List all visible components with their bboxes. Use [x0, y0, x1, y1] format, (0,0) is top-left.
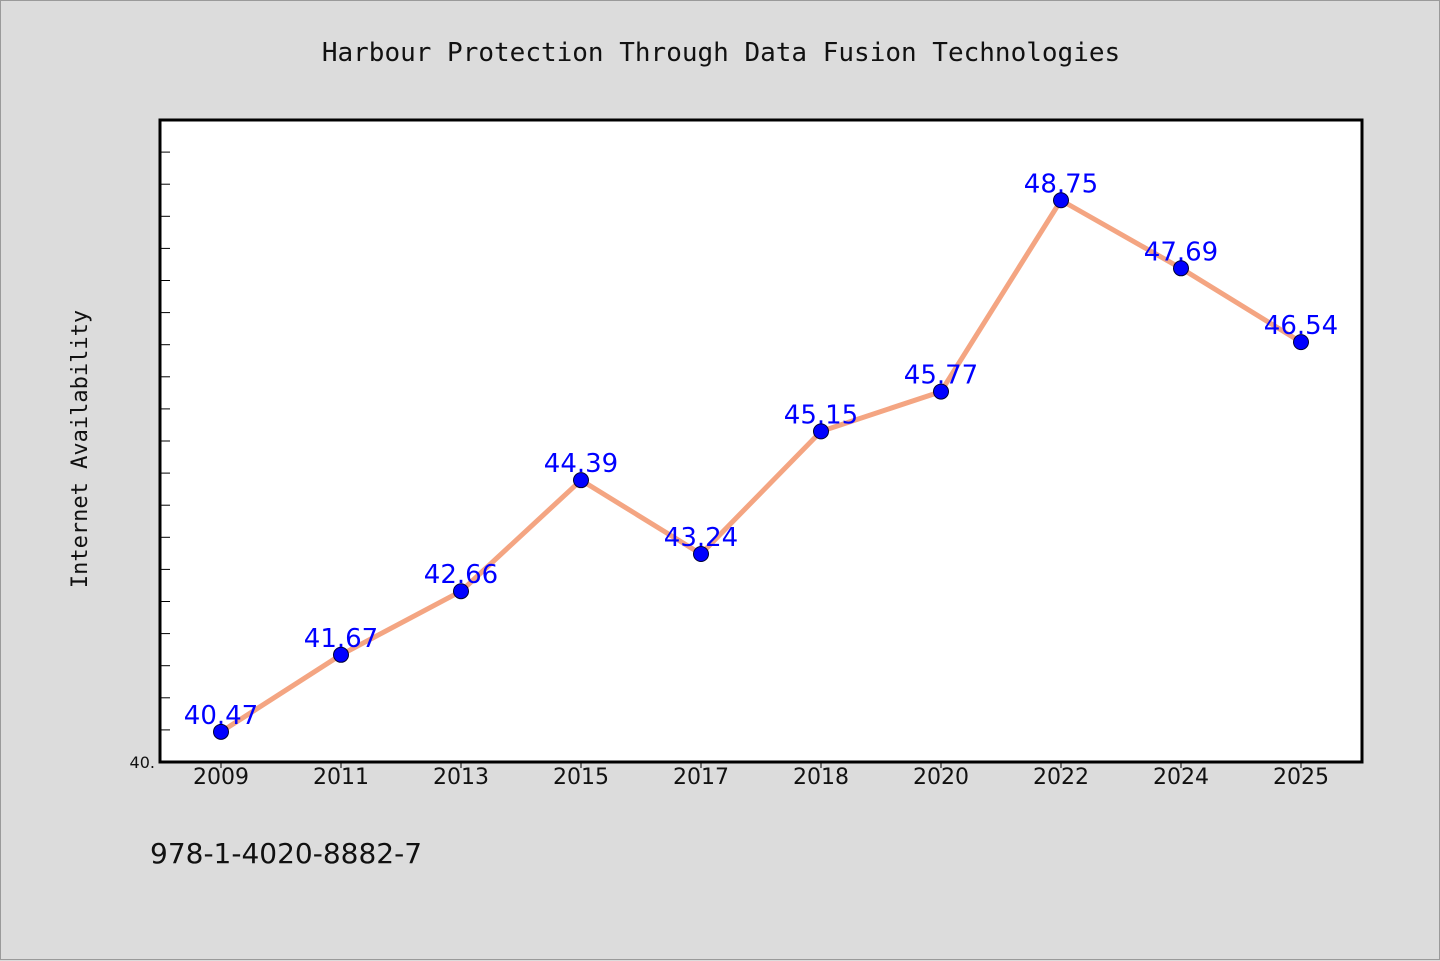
x-tick-label: 2018: [793, 765, 849, 790]
markers-group: [213, 192, 1309, 740]
x-tick-label: 2011: [313, 765, 369, 790]
isbn-text: 978-1-4020-8882-7: [150, 837, 422, 870]
series-line-group: [219, 197, 1303, 734]
data-point: [693, 545, 709, 562]
data-label: 43.24: [664, 523, 738, 553]
data-labels-group: 40.47 41.67 42.66 44.39 43.24 45.15 45.77 48.75…: [184, 169, 1338, 731]
series-line: [219, 197, 1303, 734]
data-point: [1173, 260, 1189, 277]
data-label: 45.15: [784, 400, 858, 430]
data-label: 44.39: [544, 449, 618, 479]
data-point: [813, 423, 829, 440]
x-tick-label: 2025: [1273, 765, 1329, 790]
data-label: 41.67: [304, 624, 378, 654]
data-point: [933, 383, 949, 400]
data-label: 40.47: [184, 701, 258, 731]
x-tick-label: 2020: [913, 765, 969, 790]
y-minor-ticks: [160, 151, 170, 763]
x-tick-label: 2013: [433, 765, 489, 790]
x-tick-label: 2017: [673, 765, 729, 790]
data-label: 46.54: [1264, 311, 1338, 341]
x-tick-label: 2009: [193, 765, 249, 790]
data-point: [1293, 334, 1309, 351]
x-axis: 2009 2011 2013 2015 2017 2018 2020 2022 2024 2025: [193, 762, 1329, 790]
data-point: [213, 723, 229, 740]
chart-title: Harbour Protection Through Data Fusion T…: [322, 38, 1120, 68]
data-point: [573, 472, 589, 489]
data-label: 45.77: [904, 361, 978, 391]
x-tick-label: 2024: [1153, 765, 1209, 790]
x-tick-label: 2015: [553, 765, 609, 790]
data-label: 48.75: [1024, 169, 1098, 199]
data-point: [453, 583, 469, 600]
data-label: 42.66: [424, 560, 498, 590]
x-tick-label: 2022: [1033, 765, 1089, 790]
plot-area: [158, 118, 1364, 764]
data-label: 47.69: [1144, 237, 1218, 267]
data-point: [1053, 192, 1069, 209]
y-axis-label: Internet Availability: [68, 310, 93, 588]
y-min-tick-label: 40.: [130, 753, 155, 772]
data-point: [333, 646, 349, 663]
